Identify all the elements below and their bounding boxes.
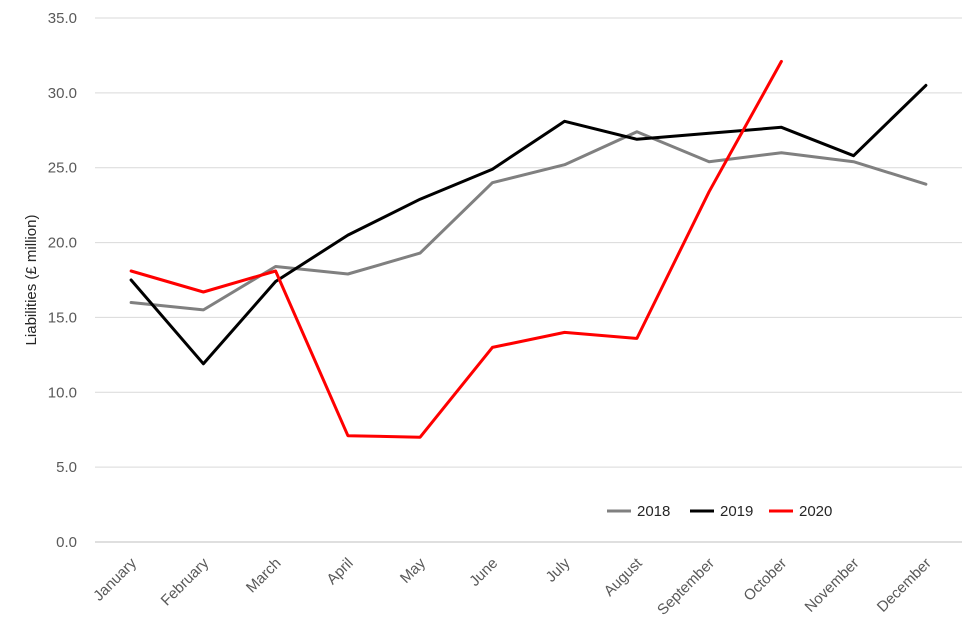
y-axis-label: Liabilities (£ million) — [23, 215, 40, 346]
x-axis-ticks: January February March April May June July Augu… — [90, 554, 935, 618]
y-tick-label: 35.0 — [48, 10, 77, 27]
series-line-2019 — [129, 83, 928, 366]
x-tick-label: August — [601, 554, 647, 600]
x-tick-label: September — [654, 555, 718, 619]
x-tick-label: June — [466, 555, 501, 590]
y-tick-label: 30.0 — [48, 85, 77, 102]
y-axis-ticks: 0.0 5.0 10.0 15.0 20.0 25.0 30.0 35.0 — [48, 10, 77, 551]
gridlines — [95, 17, 962, 543]
y-tick-label: 10.0 — [48, 384, 77, 401]
y-tick-label: 5.0 — [56, 459, 77, 476]
x-tick-label: April — [323, 555, 356, 588]
x-tick-label: January — [90, 554, 140, 604]
x-tick-label: May — [397, 554, 429, 586]
x-tick-label: February — [158, 554, 213, 609]
y-tick-label: 15.0 — [48, 309, 77, 326]
y-tick-label: 20.0 — [48, 235, 77, 252]
series-line-2018 — [129, 130, 928, 312]
x-tick-label: December — [874, 555, 935, 616]
series-lines — [129, 59, 928, 439]
legend-label-2019: 2019 — [720, 503, 753, 520]
legend: 2018 2019 2020 — [607, 503, 832, 520]
x-tick-label: November — [801, 555, 862, 616]
x-tick-label: March — [243, 555, 284, 596]
legend-label-2020: 2020 — [799, 503, 832, 520]
series-line-2020 — [129, 59, 783, 439]
x-tick-label: July — [543, 554, 574, 585]
y-tick-label: 0.0 — [56, 534, 77, 551]
legend-label-2018: 2018 — [637, 503, 670, 520]
y-tick-label: 25.0 — [48, 160, 77, 177]
x-tick-label: October — [740, 555, 790, 605]
